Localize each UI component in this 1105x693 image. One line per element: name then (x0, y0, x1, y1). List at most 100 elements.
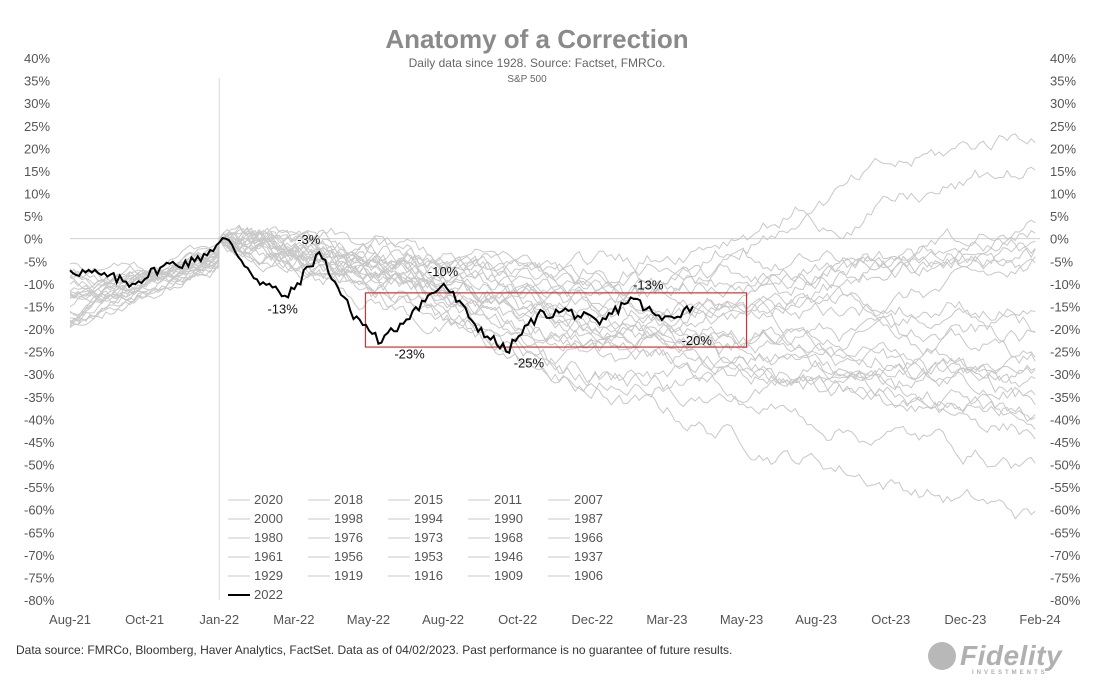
y-tick-left: -65% (24, 525, 55, 540)
x-tick: Oct-23 (871, 612, 910, 627)
y-tick-left: -55% (24, 480, 55, 495)
legend-entry-1976: 1976 (334, 530, 363, 545)
legend-entry-2022: 2022 (254, 587, 283, 602)
history-line-1929 (69, 233, 1036, 469)
y-tick-right: 35% (1050, 74, 1076, 89)
y-tick-left: -40% (24, 412, 55, 427)
legend-entry-1987: 1987 (574, 511, 603, 526)
y-tick-right: -10% (1050, 277, 1081, 292)
legend-entry-1998: 1998 (334, 511, 363, 526)
y-tick-left: 20% (24, 141, 50, 156)
y-tick-left: -10% (24, 277, 55, 292)
legend-entry-1909: 1909 (494, 568, 523, 583)
y-tick-left: -80% (24, 593, 55, 608)
chart-title: Anatomy of a Correction (385, 24, 688, 54)
y-tick-right: -70% (1050, 548, 1081, 563)
history-line-1946 (69, 233, 1036, 304)
legend-entry-1973: 1973 (414, 530, 443, 545)
x-tick: Feb-24 (1019, 612, 1060, 627)
annotation-label: -23% (394, 347, 425, 362)
annotation-label: -20% (682, 333, 713, 348)
legend-entry-1906: 1906 (574, 568, 603, 583)
y-tick-right: 5% (1050, 209, 1069, 224)
legend-entry-2020: 2020 (254, 492, 283, 507)
legend-entry-1953: 1953 (414, 549, 443, 564)
legend-entry-1929: 1929 (254, 568, 283, 583)
legend-entry-1966: 1966 (574, 530, 603, 545)
history-line-1956 (69, 232, 1036, 391)
legend-entry-1994: 1994 (414, 511, 443, 526)
history-line-1937 (69, 225, 1036, 405)
x-tick: Aug-22 (422, 612, 464, 627)
history-line-1980 (69, 237, 1036, 440)
y-tick-right: -20% (1050, 322, 1081, 337)
legend-entry-2015: 2015 (414, 492, 443, 507)
x-tick: Mar-22 (273, 612, 314, 627)
annotation-label: -10% (428, 264, 459, 279)
y-tick-right: -40% (1050, 412, 1081, 427)
legend-entry-1919: 1919 (334, 568, 363, 583)
y-tick-left: 0% (24, 232, 43, 247)
legend-entry-2000: 2000 (254, 511, 283, 526)
y-tick-right: -35% (1050, 390, 1081, 405)
chart-subtitle: Daily data since 1928. Source: Factset, … (409, 56, 666, 70)
series-label: S&P 500 (507, 74, 547, 85)
legend-entry-1946: 1946 (494, 549, 523, 564)
y-tick-right: -25% (1050, 345, 1081, 360)
y-tick-left: 5% (24, 209, 43, 224)
y-tick-left: -20% (24, 322, 55, 337)
y-tick-right: 15% (1050, 164, 1076, 179)
y-tick-left: -15% (24, 299, 55, 314)
history-line-1906 (69, 236, 1036, 326)
correction-chart: Anatomy of a Correction Daily data since… (24, 24, 1081, 627)
annotation-label: -13% (267, 301, 298, 316)
x-tick: Oct-22 (498, 612, 537, 627)
y-tick-right: -65% (1050, 525, 1081, 540)
y-tick-left: -25% (24, 345, 55, 360)
y-tick-left: -50% (24, 458, 55, 473)
legend-entry-1937: 1937 (574, 549, 603, 564)
y-axis-right: 40% 35% 30% 25% 20% 15% 10% 5% 0% -5% -10% -15% -20%… (1050, 51, 1081, 608)
y-tick-left: 30% (24, 96, 50, 111)
y-tick-left: 25% (24, 119, 50, 134)
y-tick-right: 30% (1050, 96, 1076, 111)
annotation-label: -13% (633, 277, 664, 292)
x-tick: Jan-22 (199, 612, 239, 627)
y-tick-right: -80% (1050, 593, 1081, 608)
y-tick-right: 20% (1050, 141, 1076, 156)
legend-entry-2018: 2018 (334, 492, 363, 507)
x-tick: May-23 (720, 612, 763, 627)
annotations: -3% -13% -10% -23% -25% -13% -20% (267, 232, 712, 370)
y-tick-right: 0% (1050, 232, 1069, 247)
brand-name: Fidelity (960, 640, 1063, 671)
annotation-label: -3% (297, 232, 321, 247)
highlight-box (364, 292, 748, 348)
historical-series (69, 133, 1036, 520)
x-tick: May-22 (347, 612, 390, 627)
y-tick-right: -75% (1050, 570, 1081, 585)
y-tick-left: 10% (24, 187, 50, 202)
y-tick-right: -5% (1050, 254, 1074, 269)
x-tick: Dec-22 (571, 612, 613, 627)
legend-entry-1956: 1956 (334, 549, 363, 564)
y-tick-right: -15% (1050, 299, 1081, 314)
fidelity-logo: Fidelity INVESTMENTS (928, 640, 1063, 676)
y-tick-right: -45% (1050, 435, 1081, 450)
x-tick: Aug-23 (795, 612, 837, 627)
y-tick-left: -35% (24, 390, 55, 405)
y-tick-right: 10% (1050, 187, 1076, 202)
history-line-1987 (69, 229, 1036, 388)
x-tick: Aug-21 (49, 612, 91, 627)
x-tick: Dec-23 (944, 612, 986, 627)
y-tick-right: -30% (1050, 367, 1081, 382)
x-axis: Aug-21 Oct-21 Jan-22 Mar-22 May-22 Aug-22 Oct-… (49, 612, 1061, 627)
legend-entry-1990: 1990 (494, 511, 523, 526)
y-tick-left: 40% (24, 51, 50, 66)
y-tick-left: -30% (24, 367, 55, 382)
fidelity-logo-mark-icon (928, 642, 956, 670)
y-axis-left: 40% 35% 30% 25% 20% 15% 10% 5% 0% -5% -10% -15% -20%… (24, 51, 55, 608)
legend-entry-1916: 1916 (414, 568, 443, 583)
y-tick-right: -55% (1050, 480, 1081, 495)
footer-note: Data source: FMRCo, Bloomberg, Haver Ana… (16, 643, 733, 657)
y-tick-right: 25% (1050, 119, 1076, 134)
